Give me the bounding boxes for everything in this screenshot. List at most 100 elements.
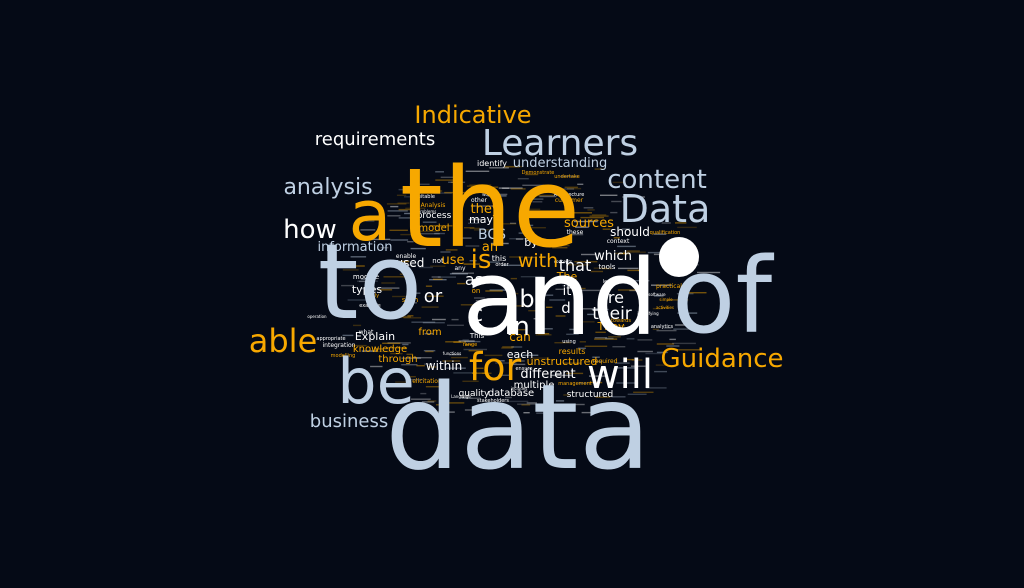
cloud-word: tools (599, 263, 616, 271)
cloud-word: structured (567, 390, 614, 400)
filler-mark (399, 273, 410, 275)
filler-mark (652, 328, 659, 330)
filler-mark (505, 165, 523, 168)
filler-mark (342, 334, 354, 337)
filler-mark (544, 211, 552, 213)
filler-mark (427, 295, 444, 297)
filler-mark (469, 184, 492, 186)
filler-mark (522, 184, 545, 186)
cloud-word: content (607, 165, 707, 195)
filler-mark (551, 188, 560, 190)
filler-mark (572, 403, 585, 406)
filler-mark (464, 340, 481, 343)
cloud-word: quality (459, 389, 490, 399)
filler-mark (600, 194, 618, 196)
cloud-word: learners (603, 279, 624, 285)
cloud-word: should (610, 225, 650, 239)
filler-mark (614, 362, 630, 364)
cloud-word: on (472, 287, 481, 295)
filler-mark (587, 209, 595, 211)
cloud-word: such (402, 296, 418, 304)
filler-mark (653, 233, 667, 235)
filler-mark (386, 203, 407, 205)
filler-mark (633, 391, 654, 393)
filler-mark (661, 222, 671, 224)
filler-mark (401, 364, 418, 366)
filler-mark (562, 285, 582, 287)
cloud-word: ensure (515, 366, 532, 372)
filler-mark (516, 305, 525, 307)
filler-mark (425, 350, 434, 353)
filler-mark (382, 342, 401, 344)
filler-mark (464, 409, 486, 411)
filler-mark (535, 334, 552, 336)
filler-mark (559, 175, 579, 178)
filler-mark (505, 396, 512, 399)
filler-mark (458, 340, 475, 342)
filler-mark (421, 306, 439, 308)
filler-mark (568, 264, 590, 266)
filler-mark (465, 343, 473, 346)
cloud-word: Learners (482, 123, 638, 164)
filler-mark (360, 287, 381, 290)
filler-mark (610, 211, 618, 214)
filler-mark (653, 295, 664, 297)
cloud-word: undertake (554, 174, 579, 180)
filler-mark (517, 403, 539, 405)
filler-mark (566, 333, 579, 335)
cloud-word: to (318, 221, 422, 343)
filler-mark (552, 247, 568, 249)
cloud-word: understanding (513, 156, 608, 171)
filler-mark (499, 302, 506, 304)
cloud-word: activities (656, 305, 674, 310)
cloud-word: b (519, 285, 534, 313)
filler-mark (626, 250, 640, 252)
cloud-word: This (469, 332, 485, 340)
filler-mark (563, 394, 570, 396)
cloud-word: is (471, 245, 492, 275)
filler-mark (491, 277, 505, 280)
filler-mark (463, 263, 480, 265)
filler-mark (451, 356, 468, 359)
cloud-word: includes (511, 386, 528, 391)
filler-mark (595, 396, 611, 398)
filler-mark (389, 229, 408, 231)
filler-mark (436, 404, 443, 406)
filler-mark (504, 166, 520, 168)
cloud-word: this (492, 254, 507, 263)
filler-mark (404, 264, 416, 266)
filler-mark (448, 354, 462, 356)
filler-mark (396, 194, 407, 196)
filler-mark (489, 167, 509, 169)
filler-mark (521, 404, 531, 406)
filler-mark (654, 370, 667, 373)
filler-mark (421, 401, 435, 403)
filler-mark (353, 324, 362, 327)
filler-mark (434, 232, 445, 235)
filler-mark (621, 228, 630, 230)
filler-mark (623, 251, 646, 253)
cloud-word: elicitation (412, 378, 442, 385)
filler-mark (605, 337, 614, 340)
filler-mark (568, 212, 592, 214)
filler-mark (536, 412, 554, 414)
filler-mark (525, 173, 539, 176)
cloud-word: with (518, 250, 558, 272)
filler-mark (476, 367, 484, 369)
cloud-word: modelling (331, 353, 356, 359)
filler-mark (437, 411, 455, 413)
filler-mark (385, 347, 408, 349)
filler-mark (672, 342, 696, 345)
filler-mark (420, 190, 443, 192)
filler-mark (631, 359, 643, 361)
filler-mark (528, 310, 537, 312)
filler-mark (422, 322, 445, 324)
filler-mark (495, 362, 517, 364)
filler-mark (511, 329, 527, 331)
filler-mark (463, 348, 487, 351)
filler-mark (569, 328, 579, 331)
cloud-word: Language (451, 394, 471, 399)
cloud-word: Guidance (660, 344, 783, 374)
filler-mark (490, 242, 509, 245)
